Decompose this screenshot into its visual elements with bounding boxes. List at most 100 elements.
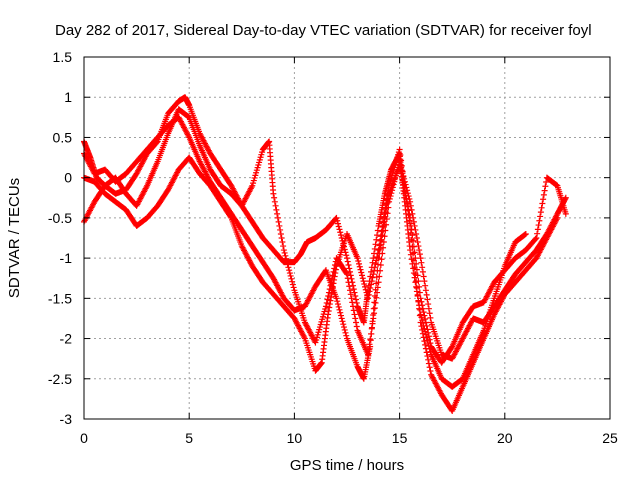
data-point	[371, 299, 378, 306]
data-point	[367, 343, 374, 350]
data-point	[362, 283, 369, 290]
data-point	[379, 232, 386, 239]
data-point	[374, 227, 381, 234]
data-point	[412, 279, 419, 286]
x-tick-label: 25	[602, 430, 618, 446]
data-point	[353, 319, 360, 326]
data-point	[401, 185, 408, 192]
data-point	[407, 198, 414, 205]
data-point	[353, 323, 360, 330]
data-point	[271, 198, 278, 205]
data-point	[419, 264, 426, 271]
plot-frame	[83, 56, 611, 420]
data-point	[427, 314, 434, 321]
data-point	[325, 311, 332, 318]
data-point	[554, 214, 561, 221]
data-point	[413, 260, 420, 267]
data-point	[406, 211, 413, 218]
data-point	[371, 293, 378, 300]
data-point	[370, 271, 377, 278]
data-point	[334, 301, 341, 308]
data-point	[383, 204, 390, 211]
data-point	[344, 275, 351, 282]
data-point	[368, 330, 375, 337]
data-point	[347, 291, 354, 298]
data-point	[344, 258, 351, 265]
data-point	[374, 232, 381, 239]
data-point	[332, 266, 339, 273]
data-point	[408, 226, 415, 233]
data-point	[343, 252, 350, 259]
data-point	[417, 295, 424, 302]
data-points	[81, 94, 569, 414]
data-point	[427, 368, 434, 375]
data-point	[534, 230, 541, 237]
data-point	[421, 312, 428, 319]
data-point	[417, 311, 424, 318]
data-point	[327, 297, 334, 304]
data-point	[373, 274, 380, 281]
data-point	[272, 202, 279, 209]
data-point	[354, 255, 361, 262]
data-point	[424, 353, 431, 360]
axis-ticks	[83, 56, 611, 420]
data-point	[274, 210, 281, 217]
data-point	[276, 222, 283, 229]
data-point	[407, 247, 414, 254]
data-point	[543, 178, 550, 185]
data-point	[349, 299, 356, 306]
data-point	[398, 173, 405, 180]
data-point	[420, 334, 427, 341]
data-point	[289, 278, 296, 285]
data-point	[419, 302, 426, 309]
data-point	[367, 337, 374, 344]
data-point	[283, 258, 290, 265]
data-point	[378, 256, 385, 263]
x-tick-labels: 0 5 10 15 20 25	[80, 430, 618, 446]
data-point	[424, 326, 431, 333]
data-point	[368, 278, 375, 285]
data-point	[398, 157, 405, 164]
data-point	[290, 284, 297, 291]
data-point	[328, 294, 335, 301]
data-point	[337, 229, 344, 236]
data-point	[378, 236, 385, 243]
data-point	[423, 349, 430, 356]
data-point	[407, 214, 414, 221]
data-point	[358, 269, 365, 276]
data-point	[355, 257, 362, 264]
data-point	[345, 262, 352, 269]
data-point	[422, 316, 429, 323]
y-tick-label: 0.5	[53, 129, 73, 145]
data-point	[419, 330, 426, 337]
data-point	[373, 236, 380, 243]
data-point	[426, 336, 433, 343]
data-point	[418, 323, 425, 330]
data-point	[340, 324, 347, 331]
data-point	[370, 255, 377, 262]
data-point	[380, 227, 387, 234]
data-point	[371, 245, 378, 252]
data-point	[353, 296, 360, 303]
data-point	[372, 241, 379, 248]
data-point	[414, 239, 421, 246]
data-point	[280, 247, 287, 254]
data-point	[277, 226, 284, 233]
data-point	[419, 305, 426, 312]
data-point	[382, 213, 389, 220]
data-point	[533, 235, 540, 241]
data-point	[367, 284, 374, 291]
data-point	[535, 222, 542, 229]
data-point	[404, 203, 411, 210]
data-point	[325, 293, 332, 300]
y-tick-labels: 1.5 1 0.5 0 -0.5 -1 -1.5 -2 -2.5 -3	[48, 49, 72, 427]
data-point	[340, 321, 347, 328]
data-point	[422, 345, 429, 352]
data-point	[365, 291, 372, 298]
data-point	[376, 250, 383, 257]
data-point	[405, 207, 412, 214]
data-point	[410, 237, 417, 244]
data-point	[383, 209, 390, 216]
data-point	[343, 332, 350, 339]
data-point	[418, 259, 425, 266]
